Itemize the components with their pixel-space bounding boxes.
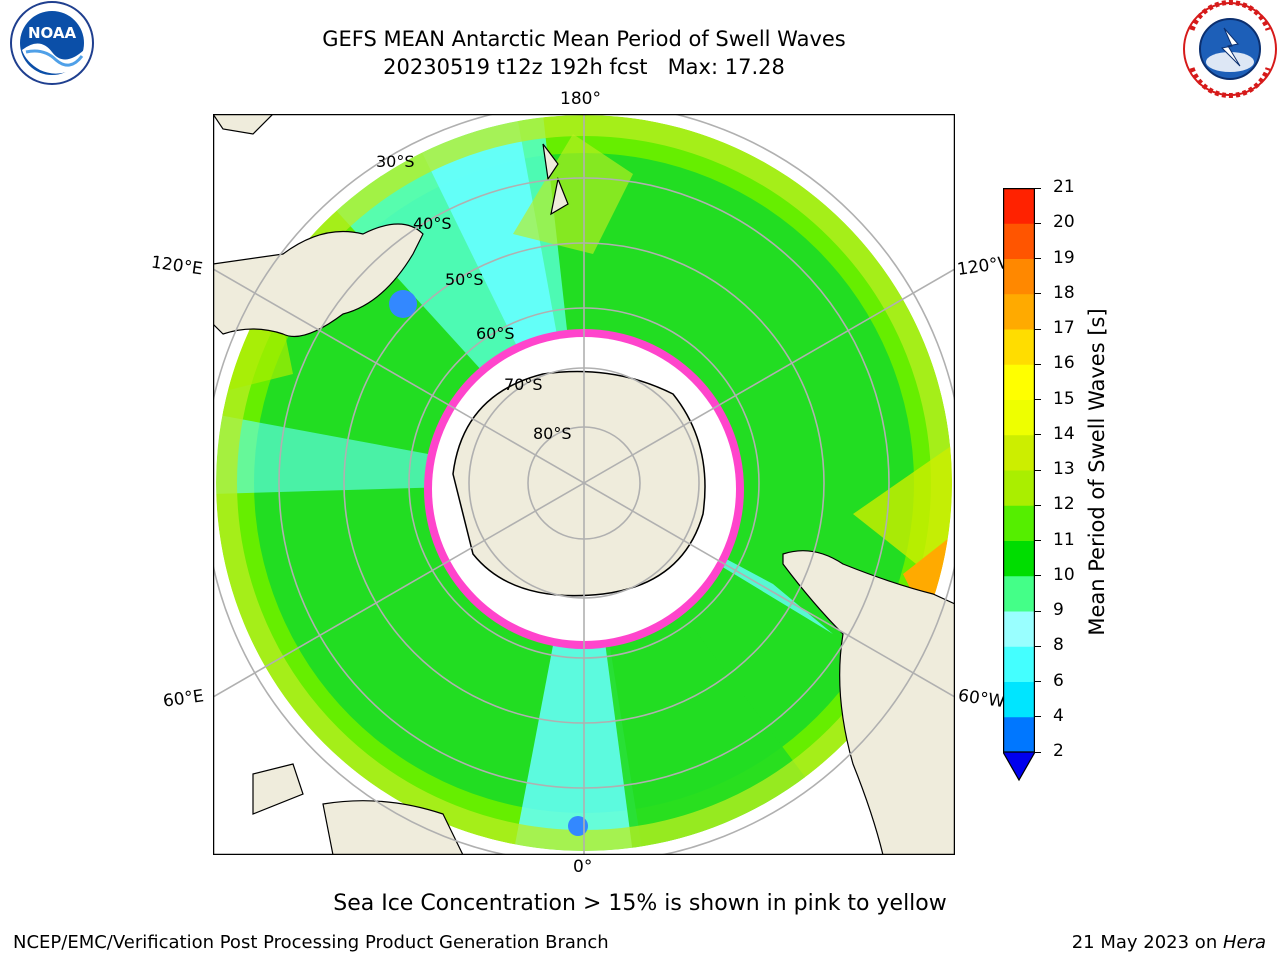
colorbar-tick-label: 13 <box>1053 459 1075 479</box>
colorbar-extend-triangle <box>1001 751 1037 782</box>
chart-title: GEFS MEAN Antarctic Mean Period of Swell… <box>322 27 846 51</box>
graticule <box>213 114 955 855</box>
colorbar-bin <box>1003 258 1035 295</box>
colorbar-bin <box>1003 329 1035 365</box>
colorbar-bin <box>1003 293 1035 330</box>
colorbar-tick-mark <box>1035 258 1041 259</box>
colorbar-tick-label: 18 <box>1053 282 1075 303</box>
colorbar-bin <box>1003 611 1035 647</box>
colorbar-tick-label: 12 <box>1053 494 1075 515</box>
colorbar-frame <box>1003 188 1035 752</box>
colorbar-bin <box>1003 470 1035 506</box>
colorbar-tick-label: 15 <box>1053 388 1075 409</box>
colorbar-tick-label: 2 <box>1053 741 1064 761</box>
lon-label-60w: 60°W <box>956 685 1007 713</box>
colorbar-bin <box>1003 575 1035 612</box>
colorbar-tick-label: 21 <box>1053 177 1075 197</box>
colorbar-tick-mark <box>1035 681 1041 682</box>
colorbar-tick-mark <box>1035 540 1041 541</box>
colorbar-tick-mark <box>1035 504 1041 506</box>
nws-logo <box>1178 0 1280 100</box>
colorbar-tick-label: 11 <box>1053 529 1075 550</box>
lon-label-180: 180° <box>560 89 601 109</box>
footer-date-text: 21 May 2023 on <box>1071 932 1223 953</box>
colorbar-bin <box>1003 188 1035 224</box>
colorbar-tick-mark <box>1035 399 1041 400</box>
colorbar-bin <box>1003 681 1035 718</box>
colorbar-tick-label: 4 <box>1053 705 1064 726</box>
colorbar-tick-mark <box>1035 575 1041 577</box>
colorbar <box>1001 188 1037 782</box>
lon-label-0: 0° <box>573 857 593 877</box>
colorbar-bin <box>1003 399 1035 436</box>
colorbar-tick-mark <box>1035 187 1041 189</box>
colorbar-tick-mark <box>1035 222 1041 224</box>
colorbar-tick-label: 19 <box>1053 247 1075 268</box>
colorbar-bin <box>1003 540 1035 577</box>
colorbar-tick-label: 8 <box>1053 635 1064 656</box>
map-panel <box>212 113 956 856</box>
footer-date: 21 May 2023 on Hera <box>1072 932 1266 953</box>
colorbar-tick-label: 16 <box>1053 353 1075 374</box>
colorbar-bin <box>1003 716 1035 753</box>
colorbar-tick-label: 9 <box>1053 600 1064 620</box>
colorbar-tick-mark <box>1035 645 1041 647</box>
south-america <box>782 550 955 855</box>
sea-ice-caption: Sea Ice Concentration > 15% is shown in … <box>333 891 947 916</box>
lat-label-30s: 30°S <box>376 152 415 171</box>
colorbar-tick-mark <box>1035 434 1041 436</box>
colorbar-tick-label: 20 <box>1053 212 1075 233</box>
colorbar-tick-label: 10 <box>1053 564 1075 585</box>
colorbar-tick-mark <box>1035 363 1041 365</box>
colorbar-tick-label: 14 <box>1053 423 1075 444</box>
footer-host: Hera <box>1222 932 1266 953</box>
noaa-logo: NOAA <box>0 0 104 86</box>
lat-label-80s: 80°S <box>533 424 572 443</box>
lat-label-40s: 40°S <box>413 214 452 233</box>
madagascar <box>252 763 304 815</box>
lon-label-60e: 60°E <box>161 686 206 712</box>
colorbar-tick-label: 6 <box>1053 670 1064 691</box>
antarctica <box>452 370 706 597</box>
colorbar-bin <box>1003 223 1035 259</box>
colorbar-tick-mark <box>1035 610 1041 612</box>
lat-label-70s: 70°S <box>504 375 543 394</box>
colorbar-bin <box>1003 646 1035 682</box>
colorbar-bin <box>1003 434 1035 471</box>
map-frame <box>212 113 956 856</box>
africa <box>322 800 464 855</box>
lat-label-50s: 50°S <box>445 270 484 289</box>
lat-label-60s: 60°S <box>476 324 515 343</box>
colorbar-tick-mark <box>1035 716 1041 718</box>
colorbar-label: Mean Period of Swell Waves [s] <box>1085 308 1109 636</box>
australia <box>213 223 424 338</box>
chart-subtitle: 20230519 t12z 192h fcst Max: 17.28 <box>383 55 785 79</box>
new-zealand <box>542 143 569 216</box>
footer-org: NCEP/EMC/Verification Post Processing Pr… <box>13 932 609 953</box>
lon-label-120e: 120°E <box>149 252 204 280</box>
colorbar-tick-mark <box>1035 328 1041 330</box>
colorbar-bin <box>1003 364 1035 400</box>
colorbar-tick-label: 17 <box>1053 318 1075 338</box>
polar-map <box>212 113 956 856</box>
colorbar-tick-mark <box>1035 293 1041 295</box>
noaa-logo-text: NOAA <box>28 24 77 42</box>
colorbar-tick-mark <box>1035 751 1041 753</box>
colorbar-bin <box>1003 505 1035 541</box>
colorbar-tick-mark <box>1035 469 1041 471</box>
